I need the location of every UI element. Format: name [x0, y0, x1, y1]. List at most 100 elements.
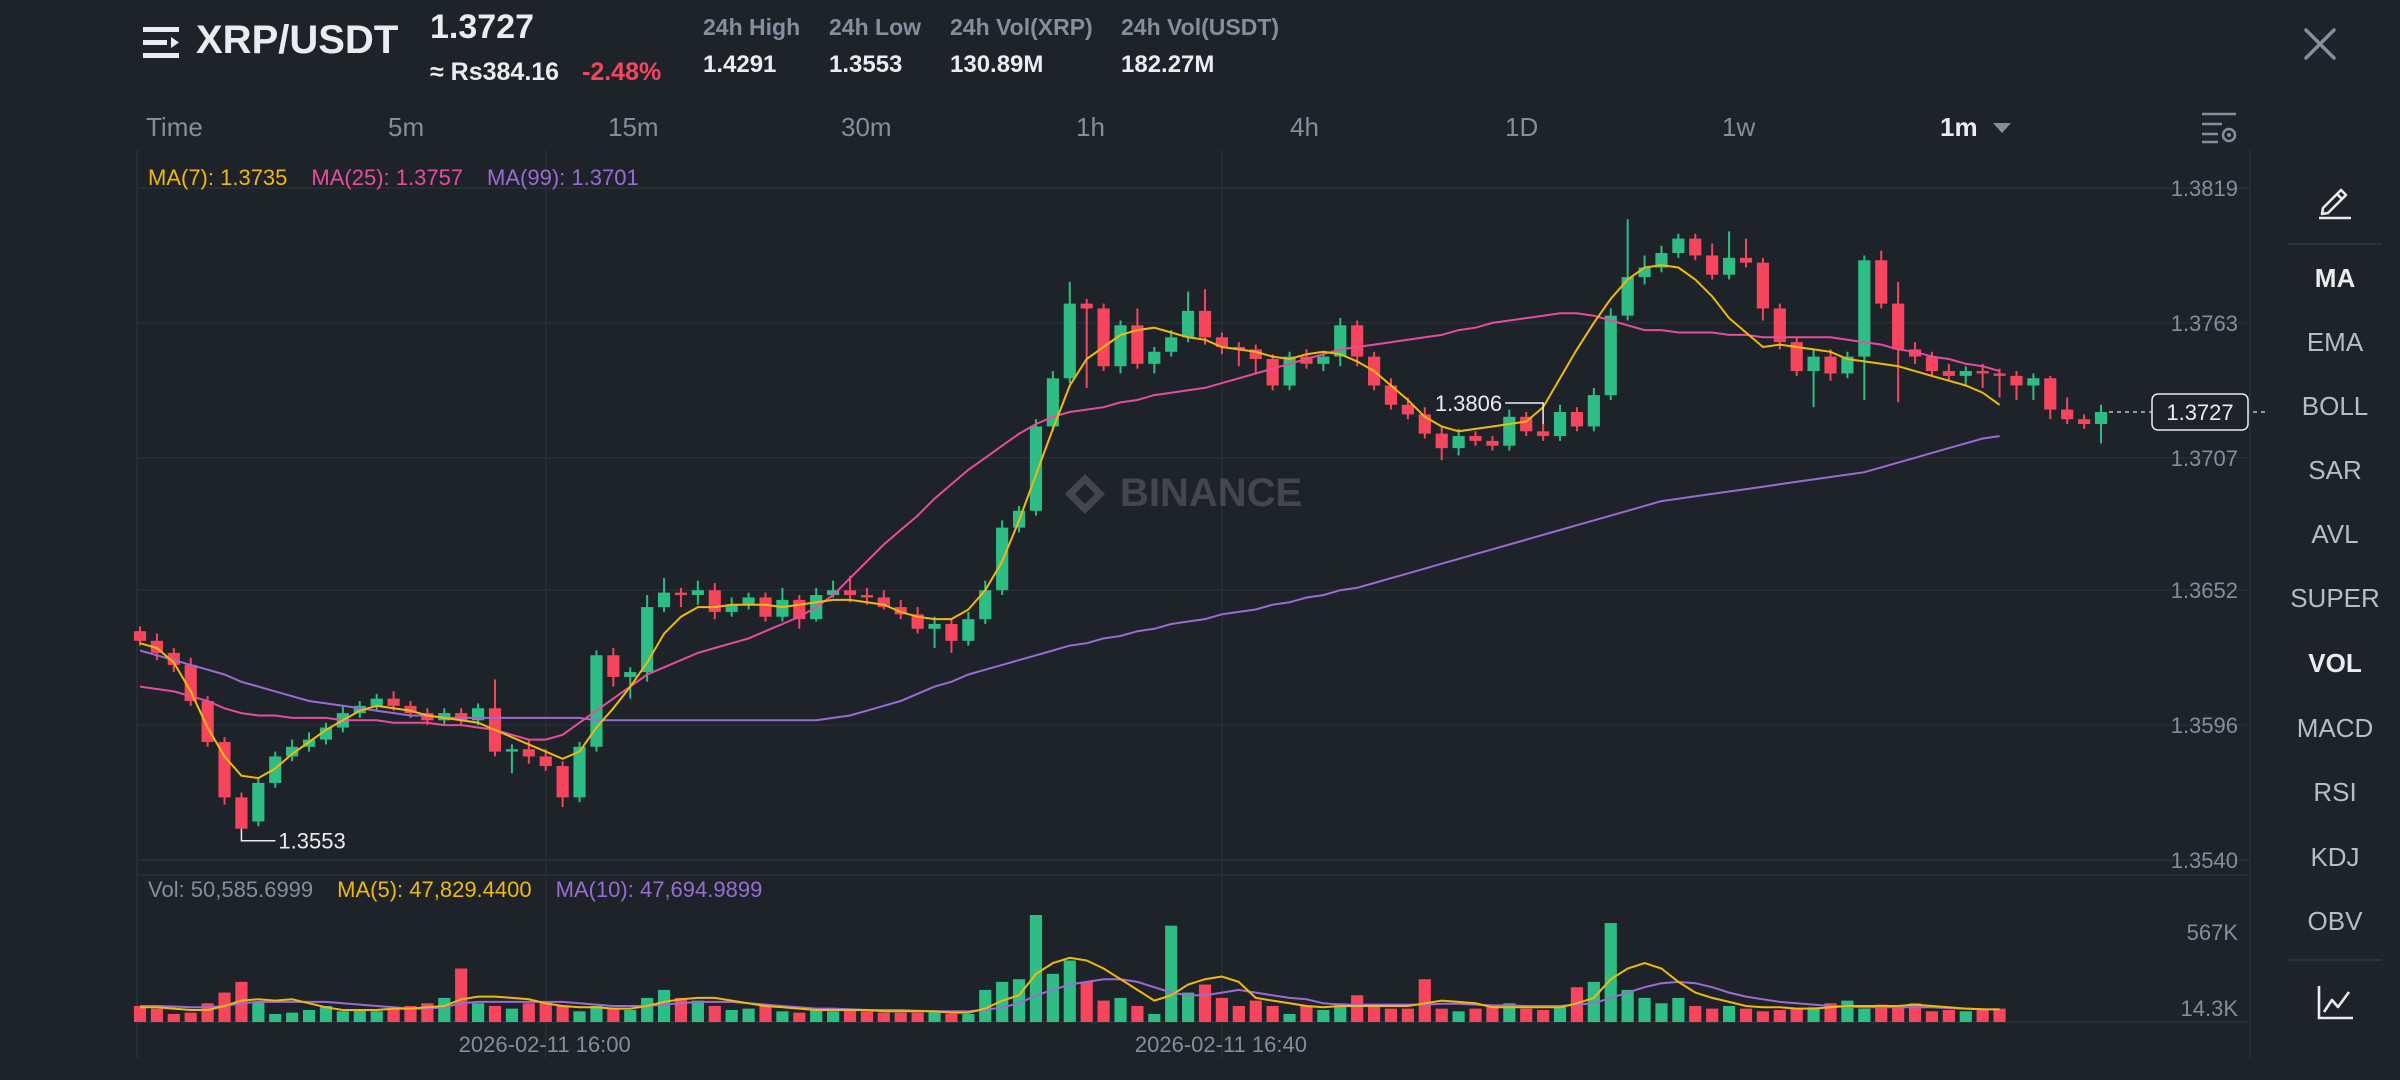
timeframe-4h[interactable]: 4h [1290, 112, 1319, 142]
volume-bar [1351, 995, 1364, 1022]
volume-bar [370, 1011, 383, 1022]
volume-bar [1266, 1005, 1279, 1022]
candle-body [1232, 346, 1245, 350]
volume-bar [1706, 1008, 1719, 1022]
indicator-vol[interactable]: VOL [2308, 648, 2362, 678]
volume-bar [1790, 1008, 1803, 1022]
candle-body [2094, 412, 2108, 425]
stat-value: 1.3553 [829, 51, 903, 78]
timeframe-30m[interactable]: 30m [841, 112, 892, 142]
indicator-super[interactable]: SUPER [2290, 583, 2380, 613]
stat-24h-high: 24h High 1.4291 [703, 14, 800, 79]
pencil-icon[interactable] [2315, 180, 2355, 220]
timeframe-1d[interactable]: 1D [1505, 112, 1539, 142]
volume-bar [742, 1008, 755, 1022]
candle-body [1858, 260, 1871, 357]
indicator-macd[interactable]: MACD [2296, 713, 2374, 743]
candle-body [1993, 373, 2006, 376]
chart-settings-icon[interactable] [2200, 110, 2238, 146]
indicator-kdj[interactable]: KDJ [2310, 842, 2360, 872]
candle-body [1807, 356, 1820, 372]
volume-bar [573, 1011, 586, 1022]
volume-bar [1908, 1003, 1922, 1022]
volume-y-tick: 567K [2187, 920, 2239, 945]
candle-body [1063, 303, 1076, 379]
stat-24h-vol-base: 24h Vol(XRP) 130.89M [950, 14, 1093, 79]
close-icon[interactable] [2300, 24, 2340, 64]
candle-body [1520, 416, 1533, 432]
volume-bar [793, 1012, 806, 1022]
volume-bar [472, 1003, 485, 1022]
volume-bar [860, 1011, 874, 1022]
indicator-ma[interactable]: MA [2314, 263, 2356, 293]
timeframe-15m[interactable]: 15m [608, 112, 659, 142]
candle-body [2078, 419, 2091, 425]
line-chart-icon[interactable] [2315, 982, 2355, 1022]
volume-bar [1520, 1008, 1533, 1022]
volume-bar [1384, 1008, 1398, 1022]
volume-bar [1773, 1009, 1786, 1022]
volume-bar [708, 1005, 721, 1022]
candle-body [1790, 342, 1803, 372]
indicator-avl[interactable]: AVL [2311, 519, 2359, 549]
candle-body [522, 749, 535, 757]
y-tick-label: 1.3540 [2171, 848, 2238, 873]
candle-body [1097, 308, 1110, 367]
timeframe-1w[interactable]: 1w [1722, 112, 1756, 142]
timeframe-5m[interactable]: 5m [388, 112, 425, 142]
timeframe-1m[interactable]: 1m [1940, 112, 2011, 143]
candle-body [404, 705, 417, 714]
volume-bar [336, 1011, 349, 1022]
candle-body [2010, 375, 2023, 386]
indicator-rsi[interactable]: RSI [2313, 777, 2357, 807]
indicator-boll[interactable]: BOLL [2301, 391, 2369, 421]
candle-body [674, 592, 688, 596]
volume-bar [641, 997, 654, 1022]
candle-body [1351, 325, 1364, 357]
candle-body [1401, 404, 1414, 415]
volume-bar [556, 1005, 569, 1022]
header: XRP/USDT 1.3727 ≈ Rs384.16 -2.48% 24h Hi… [0, 0, 2400, 100]
candle-body [1570, 412, 1584, 427]
watermark-text: BINANCE [1120, 471, 1302, 515]
x-tick-label: 2026-02-11 16:40 [1135, 1032, 1307, 1057]
menu-icon[interactable] [143, 25, 183, 61]
volume-bar [894, 1012, 907, 1022]
indicator-sar[interactable]: SAR [2308, 455, 2362, 485]
volume-bar [1452, 1011, 1465, 1022]
price-chart[interactable]: 1.3819 1.3763 1.3707 1.3652 1.3596 1.3540 2026… [0, 150, 2270, 1080]
volume-bar [218, 992, 231, 1022]
volume-bar [1841, 1000, 1854, 1022]
timeframe-time[interactable]: Time [146, 112, 203, 142]
volume-bar [1300, 1005, 1313, 1022]
candle-body [725, 604, 738, 612]
pair-name[interactable]: XRP/USDT [196, 18, 399, 62]
indicator-obv[interactable]: OBV [2307, 906, 2363, 936]
volume-bar [1587, 981, 1600, 1022]
candle-body [1080, 303, 1093, 309]
volume-bar [1689, 1005, 1702, 1022]
candle-body [1182, 310, 1195, 338]
volume-bar [539, 1001, 552, 1022]
binance-logo-icon [1065, 474, 1105, 514]
volume-bar [286, 1012, 299, 1022]
volume-bar [1723, 1005, 1736, 1022]
timeframe-1h[interactable]: 1h [1076, 112, 1105, 142]
candle-body [1503, 416, 1516, 446]
candle-body [827, 590, 840, 596]
volume-bar [776, 1011, 789, 1022]
low-marker-line [240, 828, 276, 842]
stat-24h-vol-quote: 24h Vol(USDT) 182.27M [1121, 14, 1279, 79]
candle-body [2027, 378, 2040, 386]
sidebar-divider [2288, 959, 2382, 961]
candle-body [1976, 371, 1989, 374]
volume-bar [1638, 997, 1651, 1022]
indicator-ema[interactable]: EMA [2306, 327, 2364, 357]
candle-body [1723, 257, 1736, 275]
volume-ma10-line [140, 978, 2000, 1013]
volume-bar [1367, 1005, 1381, 1022]
candle-body [353, 705, 366, 714]
candle-body [286, 746, 299, 757]
candle-body [1773, 308, 1786, 343]
volume-bar [911, 1012, 924, 1022]
